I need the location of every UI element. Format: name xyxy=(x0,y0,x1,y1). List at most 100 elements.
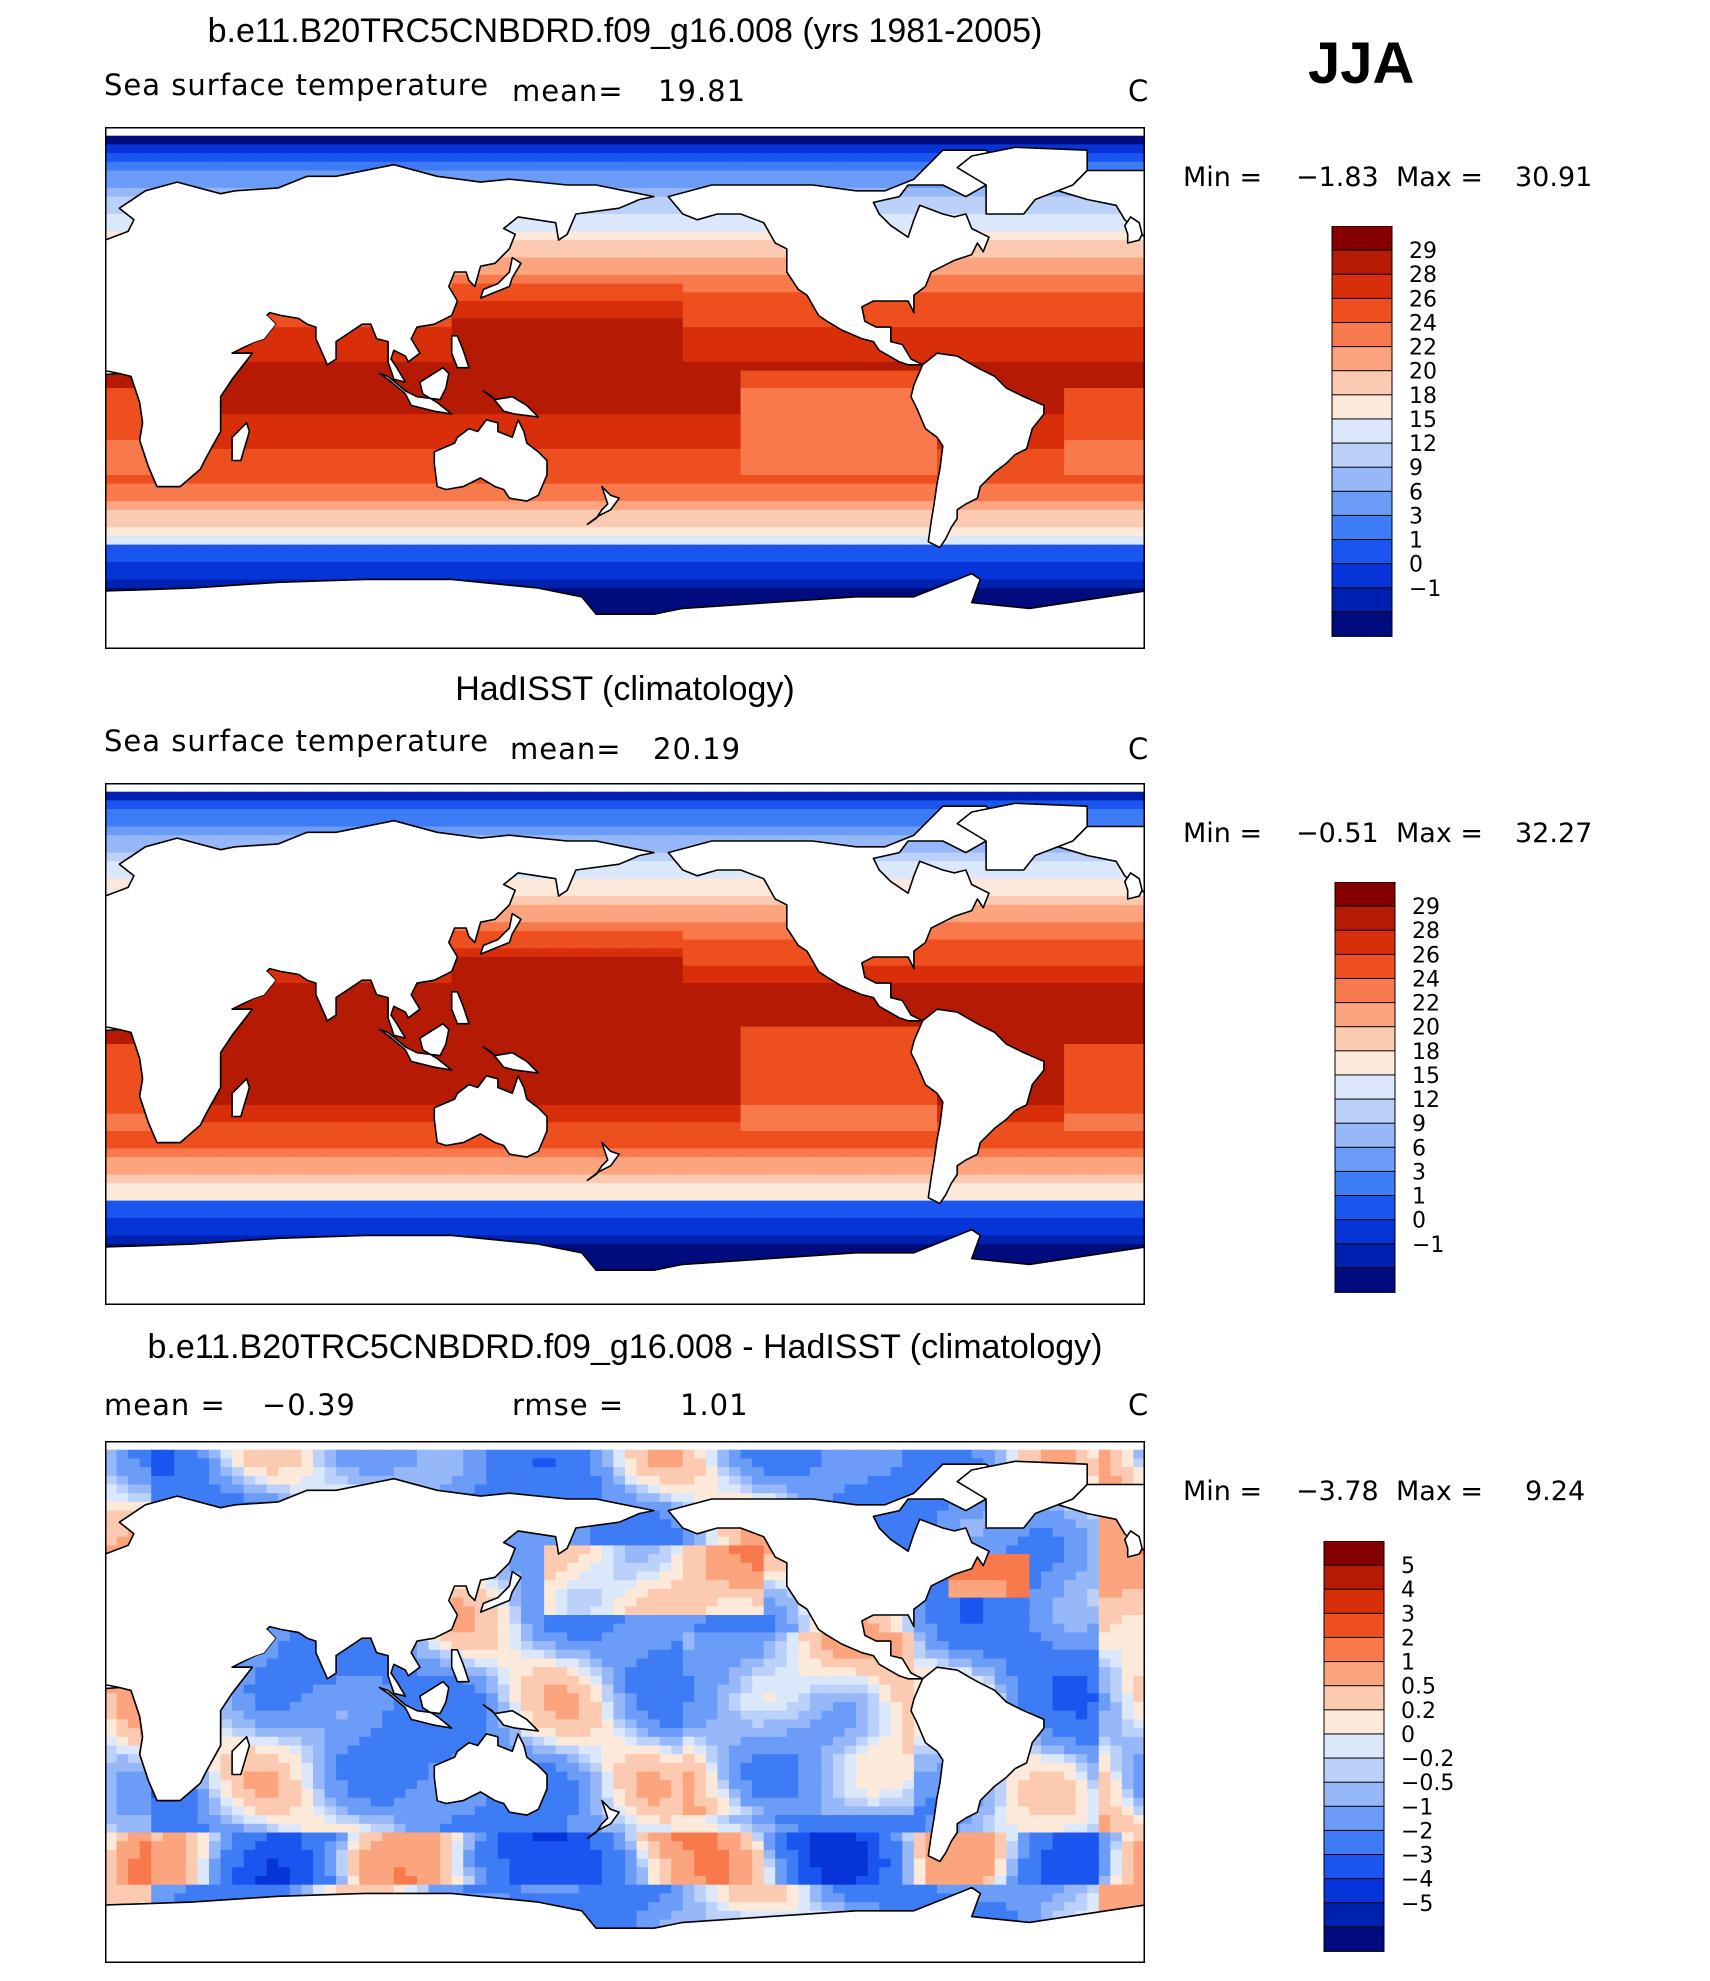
ocean-cell xyxy=(555,388,568,398)
ocean-cell xyxy=(960,509,973,520)
ocean-cell xyxy=(844,440,857,450)
ocean-cell xyxy=(763,274,776,285)
ocean-cell xyxy=(521,379,534,389)
ocean-cell xyxy=(555,257,568,267)
ocean-cell xyxy=(590,518,603,528)
ocean-cell xyxy=(671,335,684,346)
ocean-cell xyxy=(544,335,557,346)
ocean-cell xyxy=(324,570,337,580)
ocean-cell xyxy=(105,518,118,528)
ocean-cell xyxy=(185,535,199,546)
ocean-cell xyxy=(220,501,233,511)
ocean-cell xyxy=(555,562,568,572)
ocean-cell xyxy=(220,492,233,502)
ocean-cell xyxy=(393,483,407,493)
ocean-cell xyxy=(1052,266,1065,276)
ocean-cell xyxy=(740,292,753,302)
ocean-cell xyxy=(844,388,857,398)
ocean-cell xyxy=(232,457,245,467)
ocean-cell xyxy=(1075,205,1088,215)
ocean-cell xyxy=(786,327,799,337)
ocean-cell xyxy=(717,509,730,520)
ocean-cell xyxy=(382,466,395,476)
ocean-cell xyxy=(1041,553,1054,563)
ocean-cell xyxy=(601,570,615,580)
ocean-cell xyxy=(393,135,407,145)
ocean-cell xyxy=(648,248,661,259)
ocean-cell xyxy=(786,448,799,459)
ocean-cell xyxy=(1029,205,1042,215)
ocean-cell xyxy=(509,301,522,311)
ocean-cell xyxy=(717,535,730,546)
ocean-cell xyxy=(544,257,557,267)
ocean-cell xyxy=(729,292,742,302)
ocean-cell xyxy=(451,535,464,546)
ocean-cell xyxy=(1029,457,1042,467)
ocean-cell xyxy=(682,483,695,493)
ocean-cell xyxy=(278,483,291,493)
ocean-cell xyxy=(336,440,349,450)
ocean-cell xyxy=(613,440,626,450)
ocean-cell xyxy=(694,361,707,372)
ocean-cell xyxy=(1006,301,1019,311)
ocean-cell xyxy=(601,161,615,172)
colorbar-tick-label: 26 xyxy=(1409,287,1437,312)
ocean-cell xyxy=(902,361,915,372)
ocean-cell xyxy=(243,509,256,520)
ocean-cell xyxy=(1041,527,1054,537)
ocean-cell xyxy=(336,414,349,424)
ocean-cell xyxy=(544,422,557,433)
ocean-cell xyxy=(313,344,326,354)
ocean-cell xyxy=(578,405,591,415)
ocean-cell xyxy=(220,396,233,406)
ocean-cell xyxy=(1110,457,1123,467)
ocean-cell xyxy=(567,222,580,232)
ocean-cell xyxy=(821,579,834,589)
ocean-cell xyxy=(613,509,626,520)
ocean-cell xyxy=(347,457,360,467)
ocean-cell xyxy=(347,388,360,398)
ocean-cell xyxy=(451,483,464,493)
ocean-cell xyxy=(532,422,545,433)
ocean-cell xyxy=(867,301,880,311)
ocean-cell xyxy=(590,562,603,572)
ocean-cell xyxy=(729,466,742,476)
ocean-cell xyxy=(659,214,672,224)
ocean-cell xyxy=(1017,596,1031,607)
ocean-cell xyxy=(162,144,175,154)
ocean-cell xyxy=(370,518,383,528)
land-uk xyxy=(1124,216,1143,244)
ocean-cell xyxy=(1110,553,1123,563)
ocean-cell xyxy=(370,353,383,363)
ocean-cell xyxy=(740,527,753,537)
ocean-cell xyxy=(1064,518,1077,528)
ocean-cell xyxy=(1121,344,1135,354)
ocean-cell xyxy=(937,570,950,580)
ocean-cell xyxy=(1087,535,1100,546)
ocean-cell xyxy=(521,257,534,267)
ocean-cell xyxy=(313,405,326,415)
ocean-cell xyxy=(994,222,1007,232)
ocean-cell xyxy=(382,492,395,502)
ocean-cell xyxy=(1064,135,1077,145)
ocean-cell xyxy=(105,222,118,232)
ocean-cell xyxy=(856,431,869,441)
ocean-cell xyxy=(890,448,903,459)
ocean-cell xyxy=(1087,475,1100,485)
ocean-cell xyxy=(694,135,707,145)
ocean-cell xyxy=(105,509,118,520)
ocean-cell xyxy=(151,135,164,145)
ocean-cell xyxy=(890,562,903,572)
ocean-cell xyxy=(486,301,499,311)
ocean-cell xyxy=(705,475,719,485)
ocean-cell xyxy=(890,440,903,450)
ocean-cell xyxy=(659,274,672,285)
ocean-cell xyxy=(971,205,984,215)
ocean-cell xyxy=(567,518,580,528)
land-philippines xyxy=(450,335,470,369)
ocean-cell xyxy=(752,144,765,154)
ocean-cell xyxy=(1017,588,1031,598)
ocean-cell xyxy=(209,448,222,459)
ocean-cell xyxy=(740,509,753,520)
ocean-cell xyxy=(625,266,638,276)
